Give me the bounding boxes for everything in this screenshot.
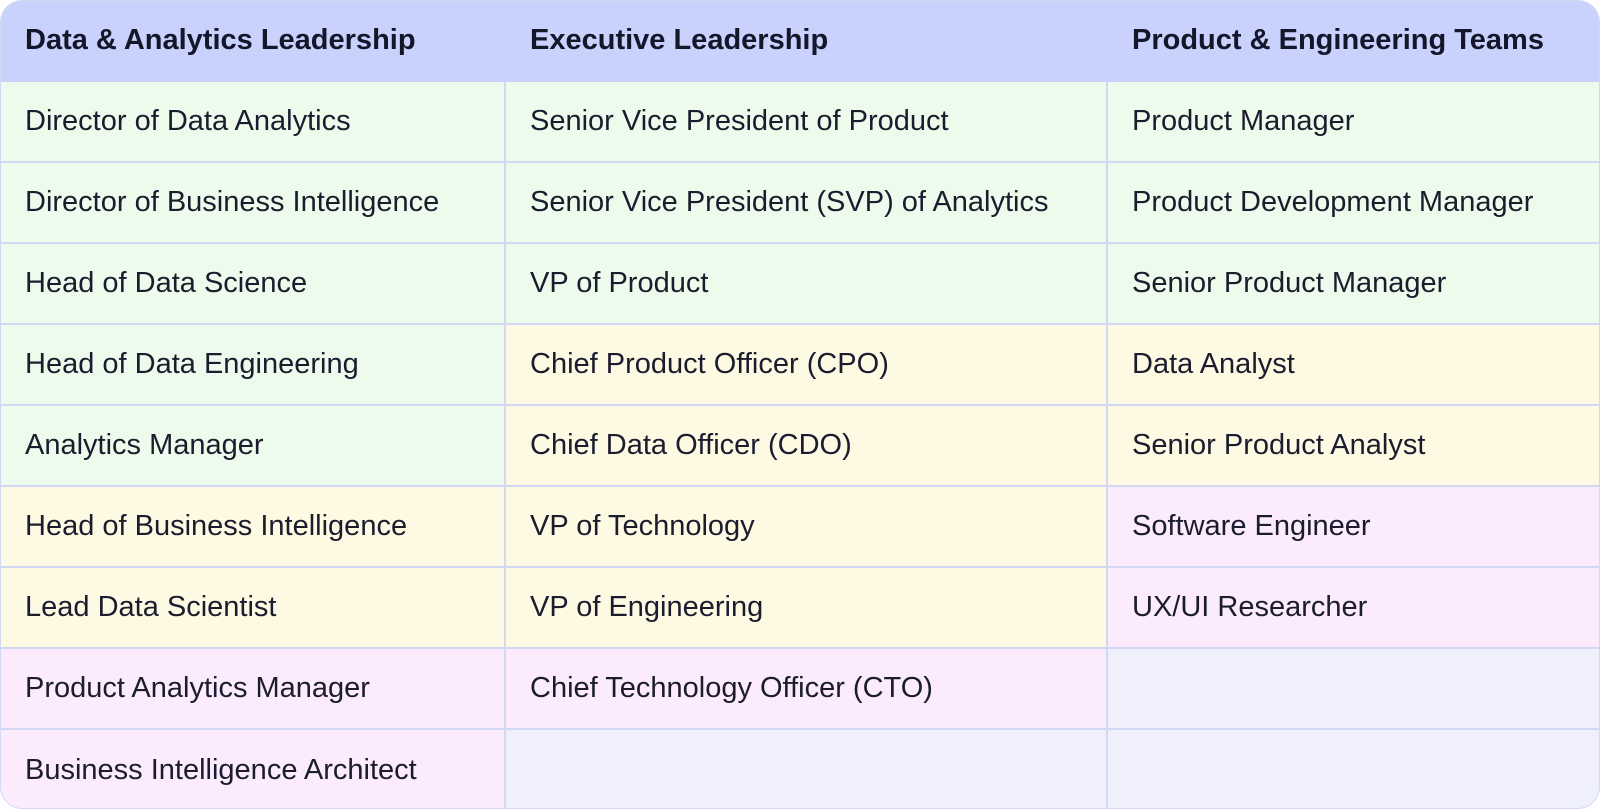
table-row: Product Analytics Manager Chief Technolog… [1, 648, 1599, 730]
role-cell: Senior Vice President of Product [505, 81, 1108, 163]
role-cell: Head of Business Intelligence [1, 486, 506, 568]
column-header-product-engineering-teams: Product & Engineering Teams [1107, 1, 1599, 82]
role-cell: Senior Vice President (SVP) of Analytics [505, 162, 1108, 244]
empty-cell [1107, 729, 1599, 808]
role-cell: Lead Data Scientist [1, 567, 506, 649]
role-cell: Senior Product Analyst [1107, 405, 1599, 487]
table-row: Analytics Manager Chief Data Officer (CDO… [1, 405, 1599, 487]
role-cell: VP of Technology [505, 486, 1108, 568]
role-cell: VP of Engineering [505, 567, 1108, 649]
table-row: Director of Data Analytics Senior Vice Pr… [1, 81, 1599, 163]
role-cell: Product Development Manager [1107, 162, 1599, 244]
role-cell: Data Analyst [1107, 324, 1599, 406]
empty-cell [505, 729, 1108, 808]
header-row: Data & Analytics Leadership Executive Le… [1, 1, 1599, 82]
table-row: Head of Data Engineering Chief Product Of… [1, 324, 1599, 406]
role-cell: Director of Data Analytics [1, 81, 506, 163]
table-row: Director of Business Intelligence Senior … [1, 162, 1599, 244]
table-row: Head of Business Intelligence VP of Techn… [1, 486, 1599, 568]
column-header-data-analytics-leadership: Data & Analytics Leadership [1, 1, 506, 82]
table-row: Business Intelligence Architect [1, 729, 1599, 808]
table-row: Lead Data Scientist VP of Engineering UX/U… [1, 567, 1599, 649]
empty-cell [1107, 648, 1599, 730]
role-cell: Chief Product Officer (CPO) [505, 324, 1108, 406]
table-row: Head of Data Science VP of Product Senior … [1, 243, 1599, 325]
table-body: Director of Data Analytics Senior Vice Pr… [1, 81, 1599, 808]
role-cell: Head of Data Science [1, 243, 506, 325]
column-header-executive-leadership: Executive Leadership [505, 1, 1108, 82]
role-cell: Chief Technology Officer (CTO) [505, 648, 1108, 730]
role-cell: Senior Product Manager [1107, 243, 1599, 325]
role-cell: Head of Data Engineering [1, 324, 506, 406]
role-cell: Software Engineer [1107, 486, 1599, 568]
role-cell: Business Intelligence Architect [1, 729, 506, 808]
role-cell: Product Analytics Manager [1, 648, 506, 730]
role-cell: VP of Product [505, 243, 1108, 325]
role-cell: Analytics Manager [1, 405, 506, 487]
role-cell: Director of Business Intelligence [1, 162, 506, 244]
role-cell: UX/UI Researcher [1107, 567, 1599, 649]
role-cell: Product Manager [1107, 81, 1599, 163]
role-cell: Chief Data Officer (CDO) [505, 405, 1108, 487]
